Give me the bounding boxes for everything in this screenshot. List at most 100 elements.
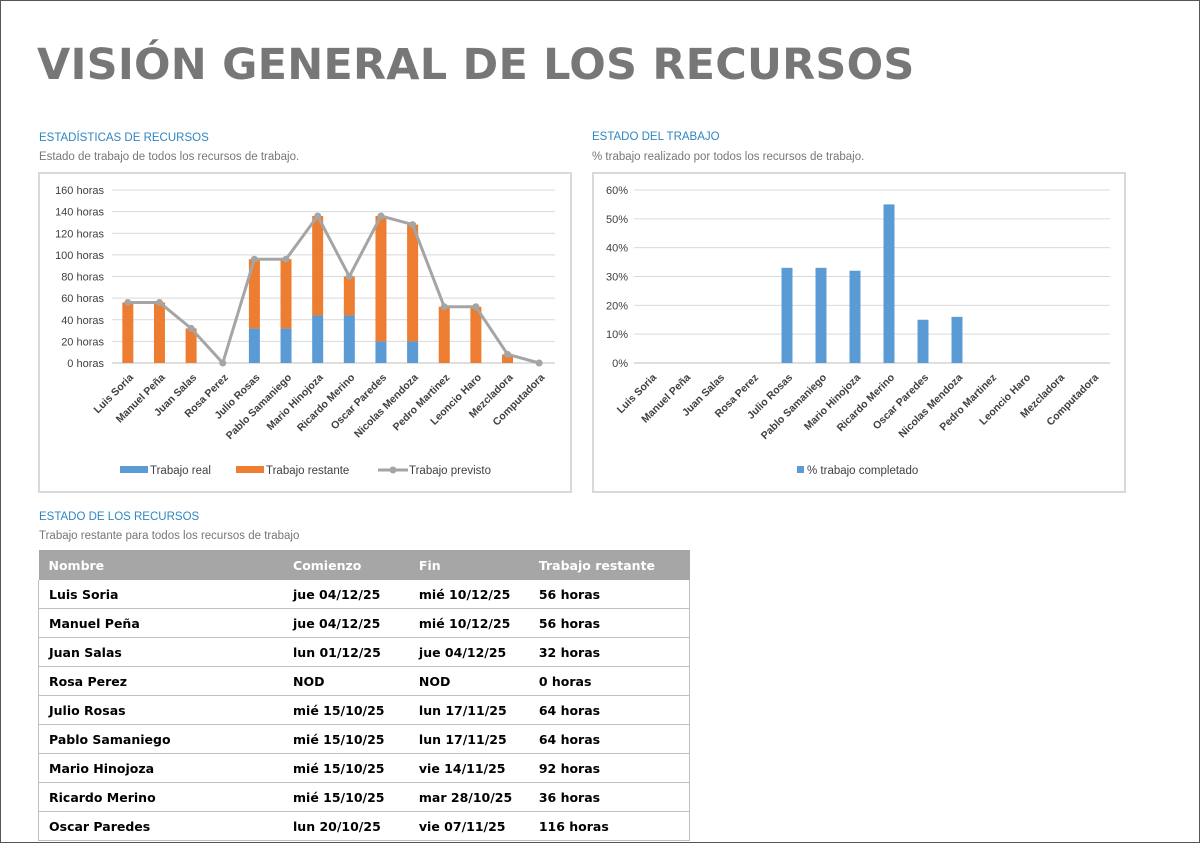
bar-remaining-juan-salas [185,328,197,363]
work-section-title: ESTADO DEL TRABAJO [592,131,720,143]
bar-completion-ricardo-merino [883,204,895,363]
point-baseline-leoncio-haro [472,303,480,311]
header-start: Comienzo [283,550,409,580]
cell-finish: lun 17/11/25 [408,695,529,725]
cell-start: jue 04/12/25 [283,608,409,638]
cell-start: lun 20/10/25 [283,811,409,841]
cell-remaining: 32 horas [528,637,690,667]
cell-finish: NOD [408,666,529,696]
table-section-subtitle: Trabajo restante para todos los recursos… [39,530,300,542]
page-title: VISIÓN GENERAL DE LOS RECURSOS [37,40,915,90]
resource-stats-chart-svg: 0 horas 20 horas 40 horas 60 horas 80 horas 1… [55,185,555,477]
legend-swatch-completion [797,466,804,473]
bar-actual-pablo-samaniego [280,328,292,363]
y-tick-label: 0% [612,358,628,370]
table-header-row: Nombre Comienzo Fin Trabajo restante [38,550,690,580]
y-tick-label: 80 horas [61,272,104,284]
legend-swatch-remaining [236,466,264,473]
cell-remaining: 64 horas [528,724,690,754]
header-finish: Fin [408,550,529,580]
point-baseline-ricardo-merino [345,273,353,280]
bar-actual-nicolas-mendoza [407,341,419,363]
y-tick-label: 10% [606,329,628,341]
cell-start: NOD [283,666,409,696]
y-tick-label: 60 horas [61,293,104,305]
y-tick-label: 50% [606,214,628,226]
y-tick-label: 20 horas [61,336,104,348]
point-baseline-pablo-samaniego [282,255,290,263]
bar-remaining-ricardo-merino [343,276,355,316]
point-baseline-mario-hinojoza [314,212,322,220]
y-tick-label: 100 horas [55,250,104,262]
cell-remaining: 0 horas [528,666,690,696]
point-baseline-juan-salas [187,324,195,332]
bar-remaining-mario-hinojoza [312,215,324,316]
legend-swatch-actual [120,466,148,473]
cell-start: lun 01/12/25 [283,637,409,667]
work-status-chart: 0% 10% 20% 30% 40% 50% 60% Luis Soria Manuel Peñ… [592,172,1126,493]
bar-remaining-leoncio-haro [470,306,482,363]
point-baseline-nicolas-mendoza [409,221,417,229]
cell-remaining: 56 horas [528,608,690,638]
bar-completion-julio-rosas [781,267,793,363]
bar-remaining-julio-rosas [248,259,260,329]
work-section-subtitle: % trabajo realizado por todos los recurs… [592,151,865,163]
cell-finish: lun 17/11/25 [408,724,529,754]
table-row: Juan Salas lun 01/12/25 jue 04/12/25 32 … [38,637,690,667]
cell-finish: vie 14/11/25 [408,753,529,783]
table-row: Rosa Perez NOD NOD 0 horas [38,666,690,696]
bar-remaining-nicolas-mendoza [407,224,419,342]
cell-name: Pablo Samaniego [38,724,284,754]
resource-status-table: Nombre Comienzo Fin Trabajo restante Lui… [38,550,690,841]
cell-finish: vie 07/11/25 [408,811,529,841]
table-row: Pablo Samaniego mié 15/10/25 lun 17/11/2… [38,724,690,754]
y-tick-label: 40 horas [61,315,104,327]
cell-name: Oscar Paredes [38,811,284,841]
cell-name: Manuel Peña [38,608,284,638]
table-section-title: ESTADO DE LOS RECURSOS [39,511,200,523]
bar-completion-nicolas-mendoza [951,316,963,363]
y-tick-label: 30% [606,272,628,284]
point-baseline-mezcladora [504,350,512,358]
y-tick-label: 40% [606,243,628,255]
header-name: Nombre [38,550,284,580]
point-baseline-oscar-paredes [377,212,385,220]
point-baseline-rosa-perez [219,359,227,367]
cell-finish: mar 28/10/25 [408,782,529,812]
header-remaining-work: Trabajo restante [528,550,690,580]
legend-label-baseline: Trabajo previsto [409,465,491,477]
cell-start: mié 15/10/25 [283,695,409,725]
cell-name: Mario Hinojoza [38,753,284,783]
x-tick-label: Nicolas Mendoza [896,372,965,441]
cell-remaining: 64 horas [528,695,690,725]
cell-start: mié 15/10/25 [283,782,409,812]
cell-finish: jue 04/12/25 [408,637,529,667]
table-row: Oscar Paredes lun 20/10/25 vie 07/11/25 … [38,811,690,841]
y-tick-label: 160 horas [55,185,104,197]
cell-remaining: 116 horas [528,811,690,841]
table-row: Luis Soria jue 04/12/25 mié 10/12/25 56 … [38,580,690,609]
cell-start: jue 04/12/25 [283,580,409,609]
point-baseline-computadora [535,359,543,367]
legend-label-actual: Trabajo real [150,465,211,477]
cell-start: mié 15/10/25 [283,724,409,754]
cell-remaining: 92 horas [528,753,690,783]
bar-actual-ricardo-merino [343,315,355,363]
legend-label-remaining: Trabajo restante [266,465,349,477]
y-tick-label: 60% [606,185,628,197]
table-row: Manuel Peña jue 04/12/25 mié 10/12/25 56… [38,608,690,638]
line-baseline-work [127,214,540,365]
bar-remaining-oscar-paredes [375,215,387,342]
cell-remaining: 56 horas [528,580,690,609]
legend-swatch-baseline-marker [389,466,397,474]
table-row: Ricardo Merino mié 15/10/25 mar 28/10/25… [38,782,690,812]
y-tick-label: 140 horas [55,207,104,219]
bar-remaining-manuel-pena [153,302,165,363]
bar-remaining-pedro-martinez [438,306,450,363]
point-baseline-julio-rosas [250,255,258,263]
bar-remaining-luis-soria [122,302,134,363]
resource-stats-chart: 0 horas 20 horas 40 horas 60 horas 80 horas 1… [38,172,572,493]
bar-completion-mario-hinojoza [849,270,861,363]
legend-label-completion: % trabajo completado [807,465,918,477]
